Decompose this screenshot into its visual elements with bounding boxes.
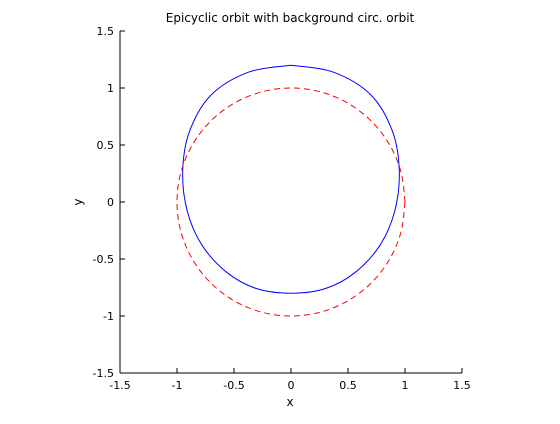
y-tick-label: 1	[107, 82, 114, 95]
x-tick-label: 0	[288, 379, 295, 392]
series-line-1	[182, 64, 400, 294]
y-tick-label: 0.5	[97, 139, 115, 152]
y-tick-label: -1.5	[93, 367, 114, 380]
y-tick-label: -0.5	[93, 253, 114, 266]
x-axis-label: x	[286, 395, 293, 409]
x-tick-label: -1.5	[109, 379, 130, 392]
x-ticks: -1.5 -1 -0.5 0 0.5 1 1.5	[109, 368, 471, 392]
y-tick-label: 1.5	[97, 25, 115, 38]
x-tick-label: -0.5	[223, 379, 244, 392]
x-tick-label: -1	[172, 379, 183, 392]
x-tick-label: 0.5	[339, 379, 357, 392]
y-ticks: 1.5 1 0.5 0 -0.5 -1 -1.5	[93, 25, 125, 380]
series-layer	[176, 64, 406, 317]
plot-area	[120, 31, 462, 373]
y-tick-label: 0	[107, 196, 114, 209]
y-axis-label: y	[71, 198, 85, 205]
x-tick-label: 1	[402, 379, 409, 392]
y-tick-label: -1	[103, 310, 114, 323]
chart-title: Epicyclic orbit with background circ. or…	[166, 11, 415, 25]
x-tick-label: 1.5	[453, 379, 471, 392]
